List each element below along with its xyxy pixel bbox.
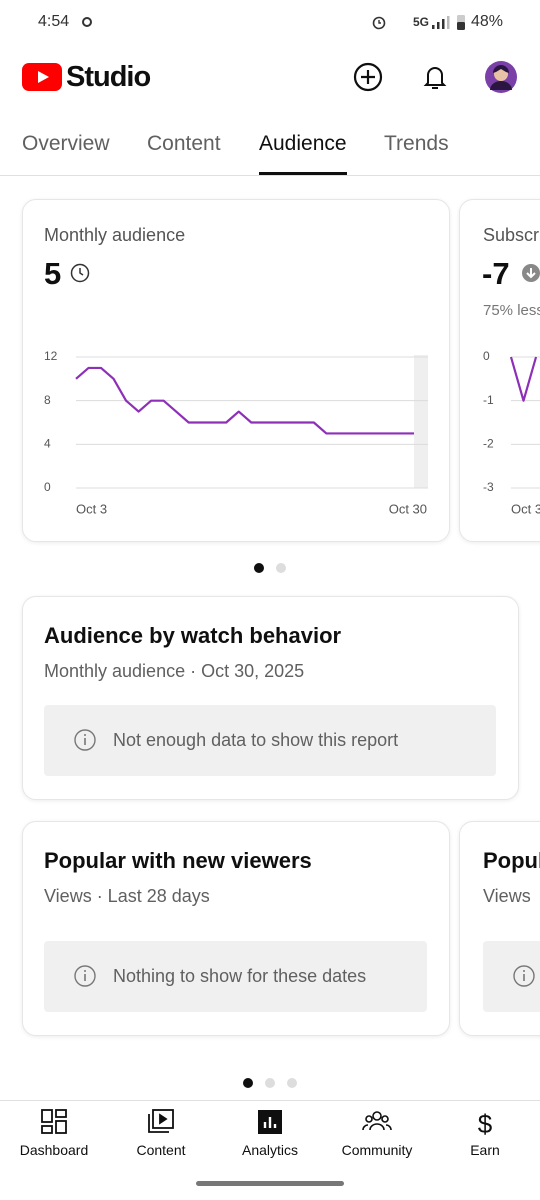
- section-title: Popular: [483, 848, 540, 873]
- nav-label[interactable]: Earn: [470, 1142, 500, 1158]
- tab[interactable]: Content: [147, 132, 221, 155]
- y-tick-label: -1: [483, 393, 494, 407]
- y-tick-label: 4: [44, 437, 51, 451]
- y-tick-label: 0: [483, 349, 490, 363]
- empty-message: Not enough data to show this report: [113, 730, 399, 750]
- info-icon: [513, 965, 535, 987]
- today-highlight: [414, 355, 428, 488]
- x-tick-label: Oct 3: [76, 501, 107, 516]
- section-title: Audience by watch behavior: [44, 623, 342, 648]
- notifications-button[interactable]: [420, 61, 450, 93]
- section-subtitle: Monthly audience · Oct 30, 2025: [44, 661, 305, 681]
- tab[interactable]: Overview: [22, 132, 110, 155]
- nav-label[interactable]: Content: [136, 1142, 186, 1158]
- card-title: Monthly audience: [44, 225, 186, 245]
- metric-note: 75% less: [483, 302, 540, 319]
- x-tick-label: Oct 3: [511, 501, 540, 516]
- nav-icons: $: [41, 1109, 493, 1139]
- empty-state: [44, 941, 427, 1012]
- community-icon[interactable]: [362, 1111, 392, 1131]
- line-series: [75, 366, 414, 435]
- info-icon: [74, 729, 96, 751]
- clock-icon: [70, 263, 90, 283]
- empty-state: [44, 705, 496, 776]
- section-subtitle: Views · Last 28 days: [44, 886, 210, 906]
- profile-avatar[interactable]: [484, 60, 518, 94]
- charts-layer: 0 4 8 12 Oct 3 Oct 30 -3 -2 -1 0 Oct 3: [44, 349, 540, 516]
- y-tick-label: -2: [483, 437, 494, 451]
- card-title: Subscribers: [483, 225, 540, 245]
- nav-label[interactable]: Dashboard: [19, 1142, 89, 1158]
- section-title: Popular with new viewers: [44, 848, 312, 873]
- create-button[interactable]: [352, 61, 384, 93]
- info-icon: [74, 965, 96, 987]
- metric-value: -7: [482, 256, 510, 291]
- earn-icon[interactable]: $: [478, 1109, 493, 1139]
- metric-card[interactable]: [459, 199, 540, 542]
- carousel-dots: [254, 563, 286, 573]
- line-series: [509, 356, 538, 402]
- battery-icon: [457, 15, 465, 30]
- down-icon: [522, 264, 540, 282]
- y-tick-label: 12: [44, 349, 58, 363]
- svg-text:$: $: [478, 1109, 493, 1139]
- y-tick-label: 0: [44, 480, 51, 494]
- empty-state: [483, 941, 540, 1012]
- dashboard-icon[interactable]: [41, 1109, 67, 1134]
- tab[interactable]: Trends: [384, 132, 449, 155]
- status-time: 4:54: [38, 13, 70, 30]
- content-icon[interactable]: [148, 1109, 174, 1133]
- x-tick-label: Oct 30: [389, 501, 427, 516]
- section-subtitle: Views: [483, 886, 531, 906]
- tab-underline: [259, 172, 347, 175]
- metric-card[interactable]: [22, 199, 450, 542]
- status-icon: [82, 17, 92, 27]
- metric-value: 5: [44, 256, 62, 291]
- y-tick-label: 8: [44, 393, 51, 407]
- empty-message: Nothing to show for these dates: [113, 966, 367, 986]
- youtube-logo: [22, 63, 62, 91]
- nav-label[interactable]: Community: [341, 1142, 413, 1158]
- analytics-icon[interactable]: [258, 1110, 282, 1134]
- tab[interactable]: Audience: [259, 132, 347, 155]
- tab-divider: [0, 175, 540, 176]
- network-type: 5G: [413, 15, 430, 29]
- nav-label[interactable]: Analytics: [241, 1142, 299, 1158]
- battery-level: 48%: [471, 13, 504, 30]
- carousel-dots: [243, 1078, 297, 1088]
- alarm-icon: [372, 16, 386, 30]
- signal-icon: [432, 16, 450, 29]
- home-indicator: [196, 1181, 344, 1186]
- brand-name: Studio: [66, 61, 151, 93]
- y-tick-label: -3: [483, 480, 494, 494]
